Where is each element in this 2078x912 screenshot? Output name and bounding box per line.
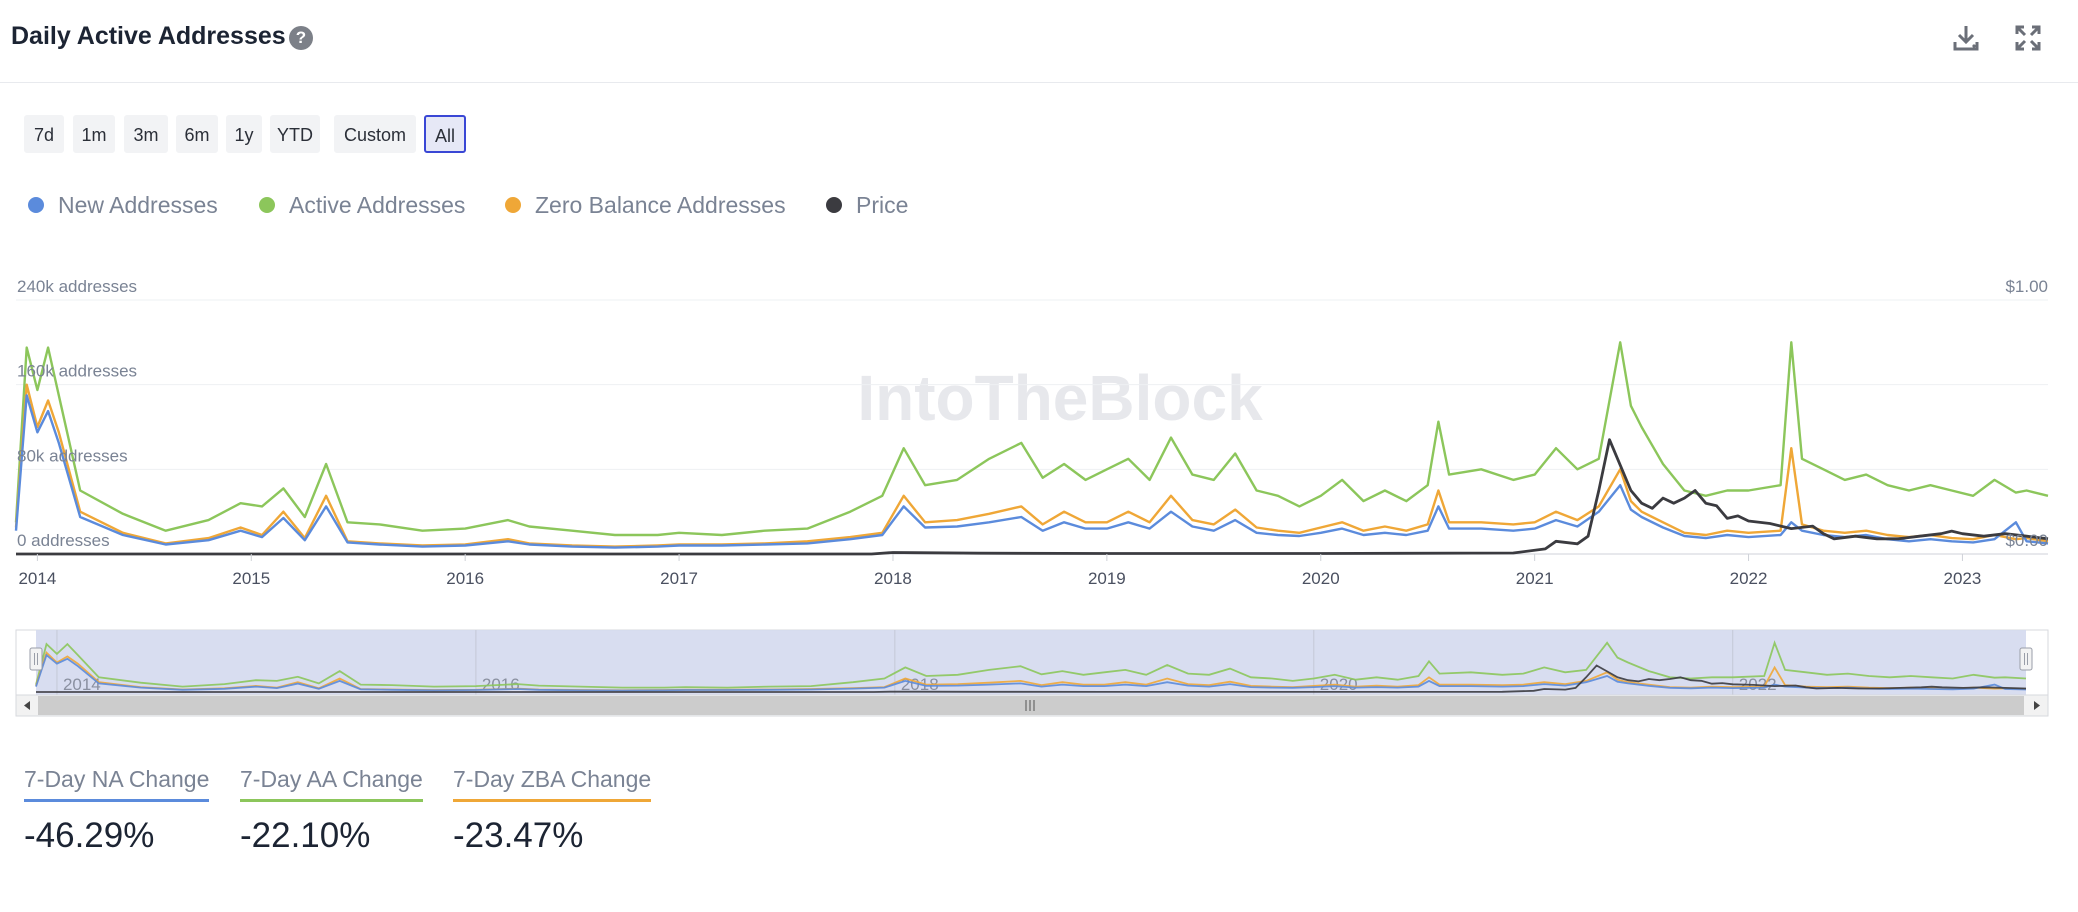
- series-line-active-addresses: [14, 341, 2049, 537]
- scroll-right-arrow[interactable]: [2034, 701, 2040, 710]
- range-all-button[interactable]: All: [424, 115, 466, 153]
- navigator-handle-right[interactable]: [2019, 647, 2033, 671]
- y-right-tick-label: $0.00: [2005, 531, 2048, 550]
- expand-icon[interactable]: [2012, 22, 2044, 54]
- range-3m-button[interactable]: 3m: [124, 115, 168, 153]
- x-tick-label: 2015: [232, 569, 270, 588]
- x-tick-label: 2019: [1088, 569, 1126, 588]
- chart-series: [14, 341, 2049, 556]
- stat-zba-change: 7-Day ZBA Change -23.47%: [453, 766, 652, 856]
- legend-label: Zero Balance Addresses: [535, 192, 786, 218]
- series-line-new-addresses: [14, 394, 2049, 549]
- legend-dot: [28, 197, 44, 214]
- x-tick-label: 2022: [1730, 569, 1768, 588]
- x-axis: 2014 2015 2016 2017 2018 2019 2020 2021 2022 2023: [18, 554, 1981, 588]
- legend-dot: [259, 197, 275, 214]
- navigator-tick-label: 2014: [63, 675, 101, 694]
- x-tick-label: 2023: [1944, 569, 1982, 588]
- y-tick-label: 240k addresses: [17, 277, 137, 296]
- x-tick-label: 2017: [660, 569, 698, 588]
- stat-value: -23.47%: [453, 816, 584, 855]
- range-1m-button[interactable]: 1m: [73, 115, 115, 153]
- watermark: IntoTheBlock: [857, 362, 1263, 434]
- y-right-tick-label: $1.00: [2005, 277, 2048, 296]
- range-6m-button[interactable]: 6m: [176, 115, 218, 153]
- range-7d-button[interactable]: 7d: [24, 115, 64, 153]
- stat-label: 7-Day ZBA Change: [453, 766, 652, 802]
- legend-item-zero-balance-addresses[interactable]: Zero Balance Addresses: [505, 190, 786, 220]
- legend-label: Active Addresses: [289, 192, 466, 218]
- stat-label: 7-Day AA Change: [240, 766, 423, 802]
- page-title: Daily Active Addresses: [11, 22, 286, 50]
- chart-area: IntoTheBlock 0 addresses 80k addresses 160…: [14, 277, 2049, 717]
- scrollbar-thumb[interactable]: [38, 696, 2024, 715]
- stat-aa-change: 7-Day AA Change -22.10%: [240, 766, 423, 856]
- navigator[interactable]: 2014 2016 2018 2020 2022: [15, 629, 2049, 717]
- legend-label: Price: [856, 192, 909, 218]
- y-axis-right: $0.00 $1.00: [2005, 277, 2048, 550]
- x-tick-label: 2021: [1516, 569, 1554, 588]
- series-line-price: [16, 438, 2049, 556]
- help-icon[interactable]: ?: [289, 26, 313, 50]
- stat-value: -46.29%: [24, 816, 155, 855]
- y-tick-label: 0 addresses: [17, 531, 110, 550]
- x-tick-label: 2014: [18, 569, 56, 588]
- stat-label: 7-Day NA Change: [24, 766, 210, 802]
- series-line-zero-balance-addresses: [14, 383, 2049, 548]
- legend-label: New Addresses: [58, 192, 218, 218]
- x-tick-label: 2016: [446, 569, 484, 588]
- y-tick-label: 80k addresses: [17, 446, 128, 465]
- stat-na-change: 7-Day NA Change -46.29%: [24, 766, 210, 856]
- range-custom-button[interactable]: Custom: [334, 115, 416, 153]
- legend-dot: [826, 197, 842, 214]
- x-tick-label: 2020: [1302, 569, 1340, 588]
- stat-value: -22.10%: [240, 816, 371, 855]
- legend-dot: [505, 197, 521, 214]
- range-1y-button[interactable]: 1y: [226, 115, 262, 153]
- navigator-handle-left[interactable]: [29, 647, 43, 671]
- chart-header: Daily Active Addresses ?: [0, 0, 2078, 83]
- y-tick-label: 160k addresses: [17, 362, 137, 381]
- y-axis-left: 0 addresses 80k addresses 160k addresses 24…: [17, 277, 137, 550]
- legend-item-price[interactable]: Price: [826, 190, 908, 220]
- navigator-line-new-addresses: [35, 653, 2027, 692]
- legend-item-new-addresses[interactable]: New Addresses: [28, 190, 218, 220]
- x-tick-label: 2018: [874, 569, 912, 588]
- range-ytd-button[interactable]: YTD: [270, 115, 320, 153]
- navigator-line-active-addresses: [35, 640, 2027, 689]
- legend-item-active-addresses[interactable]: Active Addresses: [259, 190, 465, 220]
- download-icon[interactable]: [1950, 22, 1982, 54]
- navigator-line-price: [36, 664, 2027, 693]
- scroll-left-arrow[interactable]: [24, 701, 30, 710]
